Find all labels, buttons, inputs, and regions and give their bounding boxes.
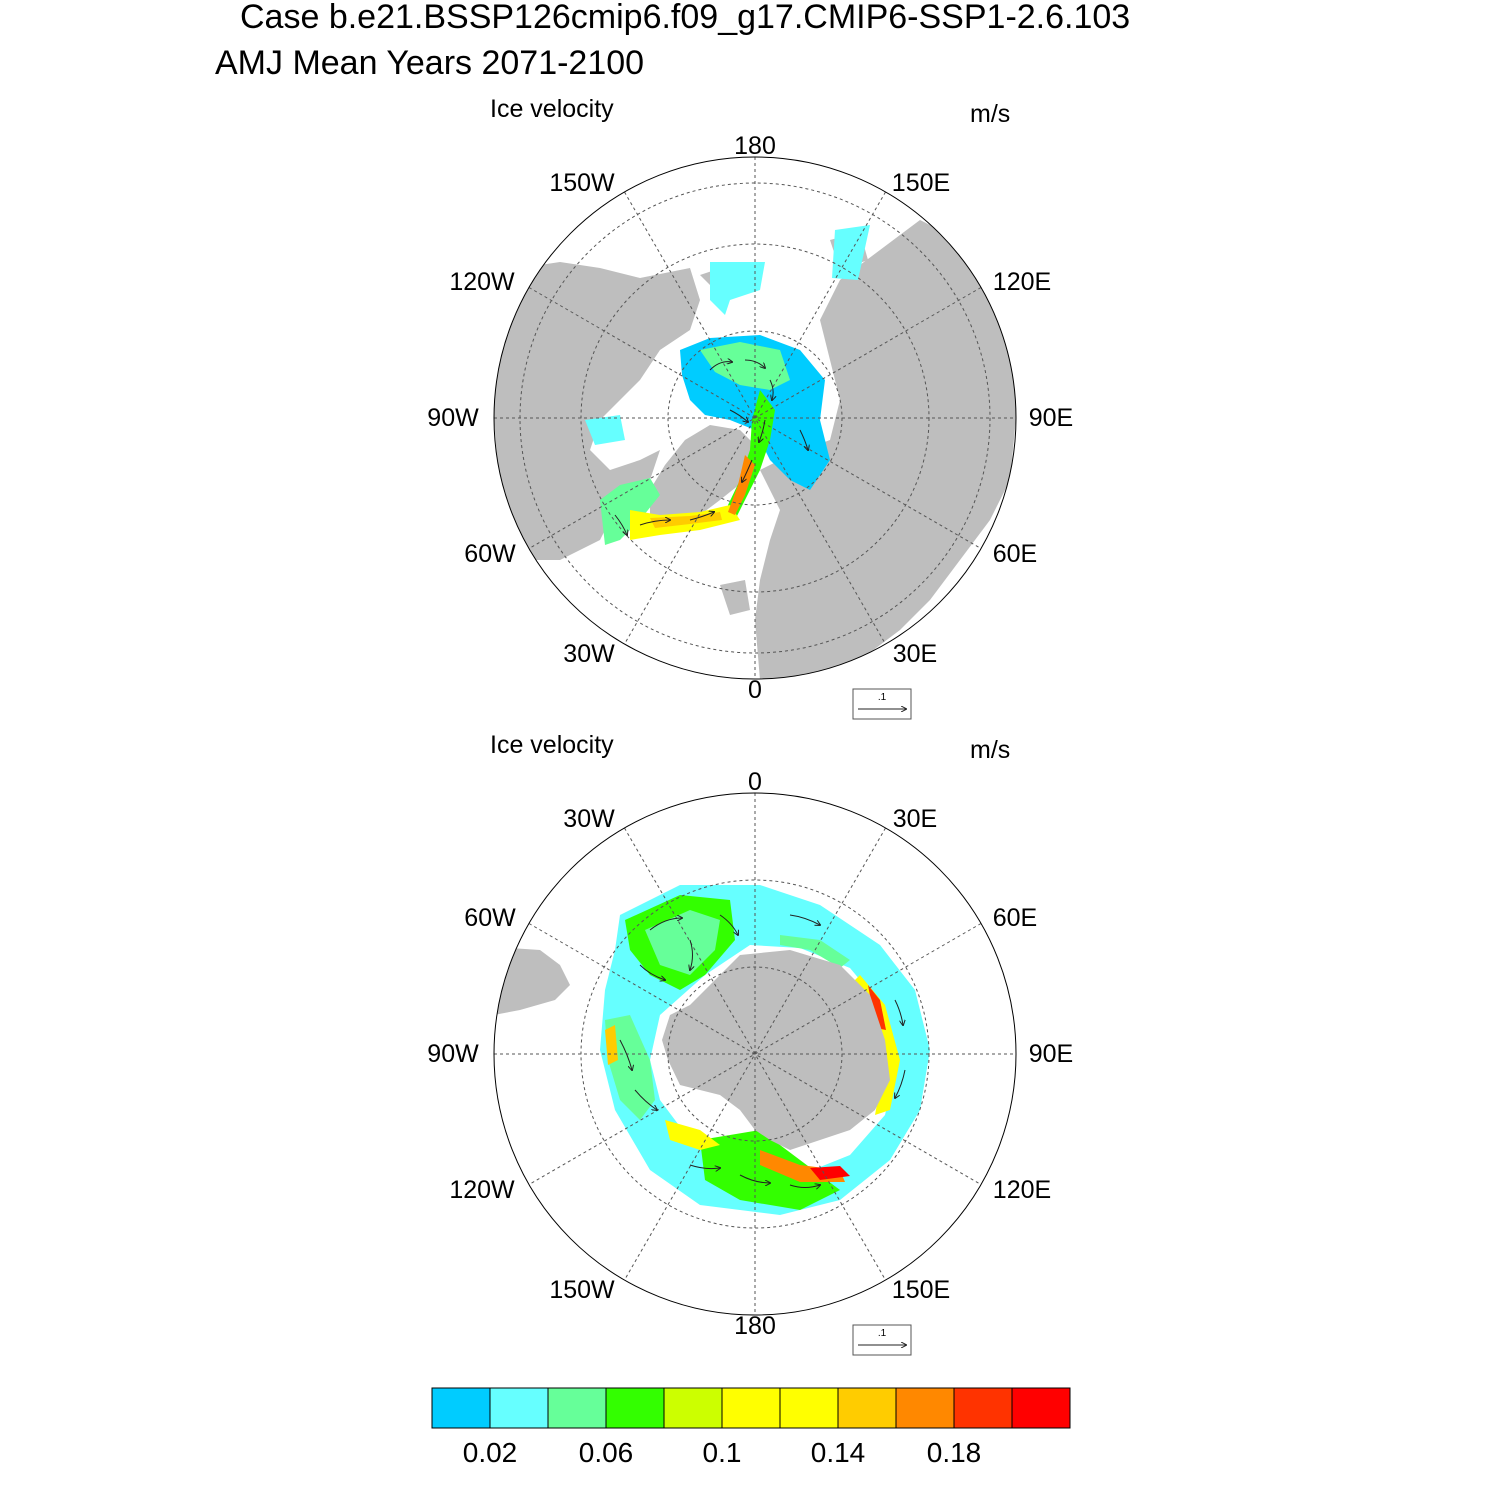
south-ice-coastal-green bbox=[780, 935, 850, 968]
south-lon-120w: 120W bbox=[449, 1176, 515, 1204]
colorbar-swatch-4 bbox=[663, 1387, 723, 1429]
south-ice-amundsen bbox=[665, 1120, 720, 1150]
south-vectors bbox=[619, 914, 905, 1188]
colorbar-swatch-1 bbox=[489, 1387, 549, 1429]
colorbar-tick-label: 0.1 bbox=[703, 1437, 742, 1468]
south-lon-60e: 60E bbox=[993, 904, 1037, 932]
antarctica-land bbox=[662, 950, 890, 1150]
north-lon-30w: 30W bbox=[563, 640, 615, 668]
north-ice-bering bbox=[710, 262, 765, 315]
south-map-border bbox=[493, 792, 1017, 1316]
colorbar-swatch-9 bbox=[953, 1387, 1013, 1429]
north-reference-vector: .1 bbox=[852, 688, 912, 720]
south-america-land bbox=[494, 948, 570, 1015]
south-grid bbox=[494, 793, 1016, 1315]
colorbar-swatch-2 bbox=[547, 1387, 607, 1429]
north-lon-180: 180 bbox=[734, 132, 776, 160]
south-lon-150e: 150E bbox=[892, 1276, 950, 1304]
south-ice-bellingshausen-edge bbox=[605, 1025, 618, 1065]
south-lon-0: 0 bbox=[748, 768, 762, 796]
south-lon-90w: 90W bbox=[427, 1040, 479, 1068]
colorbar-swatch-0 bbox=[431, 1387, 491, 1429]
north-panel-units: m/s bbox=[970, 100, 1010, 128]
north-map-border bbox=[493, 156, 1017, 680]
south-polar-panel: Ice velocity m/s bbox=[427, 731, 1073, 1356]
colorbar-swatch-7 bbox=[837, 1387, 897, 1429]
colorbar-swatch-10 bbox=[1011, 1387, 1071, 1429]
colorbar-swatch-3 bbox=[605, 1387, 665, 1429]
north-panel-title: Ice velocity bbox=[490, 95, 614, 123]
south-lon-120e: 120E bbox=[993, 1176, 1051, 1204]
velocity-colorbar: 0.02 0.06 0.1 0.14 0.18 bbox=[431, 1387, 1071, 1468]
south-ice-wilkes-red bbox=[810, 1166, 850, 1180]
colorbar-tick-label: 0.02 bbox=[463, 1437, 518, 1468]
south-reference-label: .1 bbox=[878, 1328, 887, 1339]
north-reference-label: .1 bbox=[878, 692, 887, 703]
north-land bbox=[494, 220, 1016, 679]
colorbar-tick-label: 0.06 bbox=[579, 1437, 634, 1468]
north-lon-30e: 30E bbox=[893, 640, 937, 668]
colorbar-swatch-6 bbox=[779, 1387, 839, 1429]
north-grid bbox=[494, 157, 1016, 679]
north-lon-90w: 90W bbox=[427, 404, 479, 432]
south-lon-30e: 30E bbox=[893, 805, 937, 833]
title-line-1: Case b.e21.BSSP126cmip6.f09_g17.CMIP6-SS… bbox=[240, 0, 1130, 36]
south-ice-weddell-inner bbox=[645, 910, 720, 975]
north-ice-beaufort bbox=[700, 342, 790, 390]
north-ice-kamchatka bbox=[832, 225, 870, 280]
colorbar-swatch-8 bbox=[895, 1387, 955, 1429]
north-ice-hudson bbox=[585, 415, 625, 445]
south-lon-180: 180 bbox=[734, 1312, 776, 1340]
colorbar-tick-label: 0.18 bbox=[927, 1437, 982, 1468]
south-lon-150w: 150W bbox=[549, 1276, 615, 1304]
north-ice-field bbox=[585, 225, 870, 545]
north-lon-0: 0 bbox=[748, 676, 762, 704]
colorbar-tick-label: 0.14 bbox=[811, 1437, 866, 1468]
north-lon-120e: 120E bbox=[993, 268, 1051, 296]
north-lon-60e: 60E bbox=[993, 540, 1037, 568]
north-lon-150e: 150E bbox=[892, 169, 950, 197]
colorbar-swatch-5 bbox=[721, 1387, 781, 1429]
south-reference-vector: .1 bbox=[852, 1324, 912, 1356]
north-polar-panel: Ice velocity m/s bbox=[427, 95, 1073, 720]
south-ice-east-coast-red bbox=[868, 985, 886, 1030]
south-ice-ross bbox=[700, 1130, 840, 1210]
north-lon-90e: 90E bbox=[1029, 404, 1073, 432]
title-line-2: AMJ Mean Years 2071-2100 bbox=[215, 44, 644, 82]
south-lon-60w: 60W bbox=[464, 904, 516, 932]
south-lon-90e: 90E bbox=[1029, 1040, 1073, 1068]
north-lon-120w: 120W bbox=[449, 268, 515, 296]
south-lon-30w: 30W bbox=[563, 805, 615, 833]
south-panel-units: m/s bbox=[970, 736, 1010, 764]
north-ice-east-greenland bbox=[728, 455, 755, 515]
north-vectors bbox=[614, 360, 808, 535]
north-lon-150w: 150W bbox=[549, 169, 615, 197]
south-panel-title: Ice velocity bbox=[490, 731, 614, 759]
north-lon-60w: 60W bbox=[464, 540, 516, 568]
